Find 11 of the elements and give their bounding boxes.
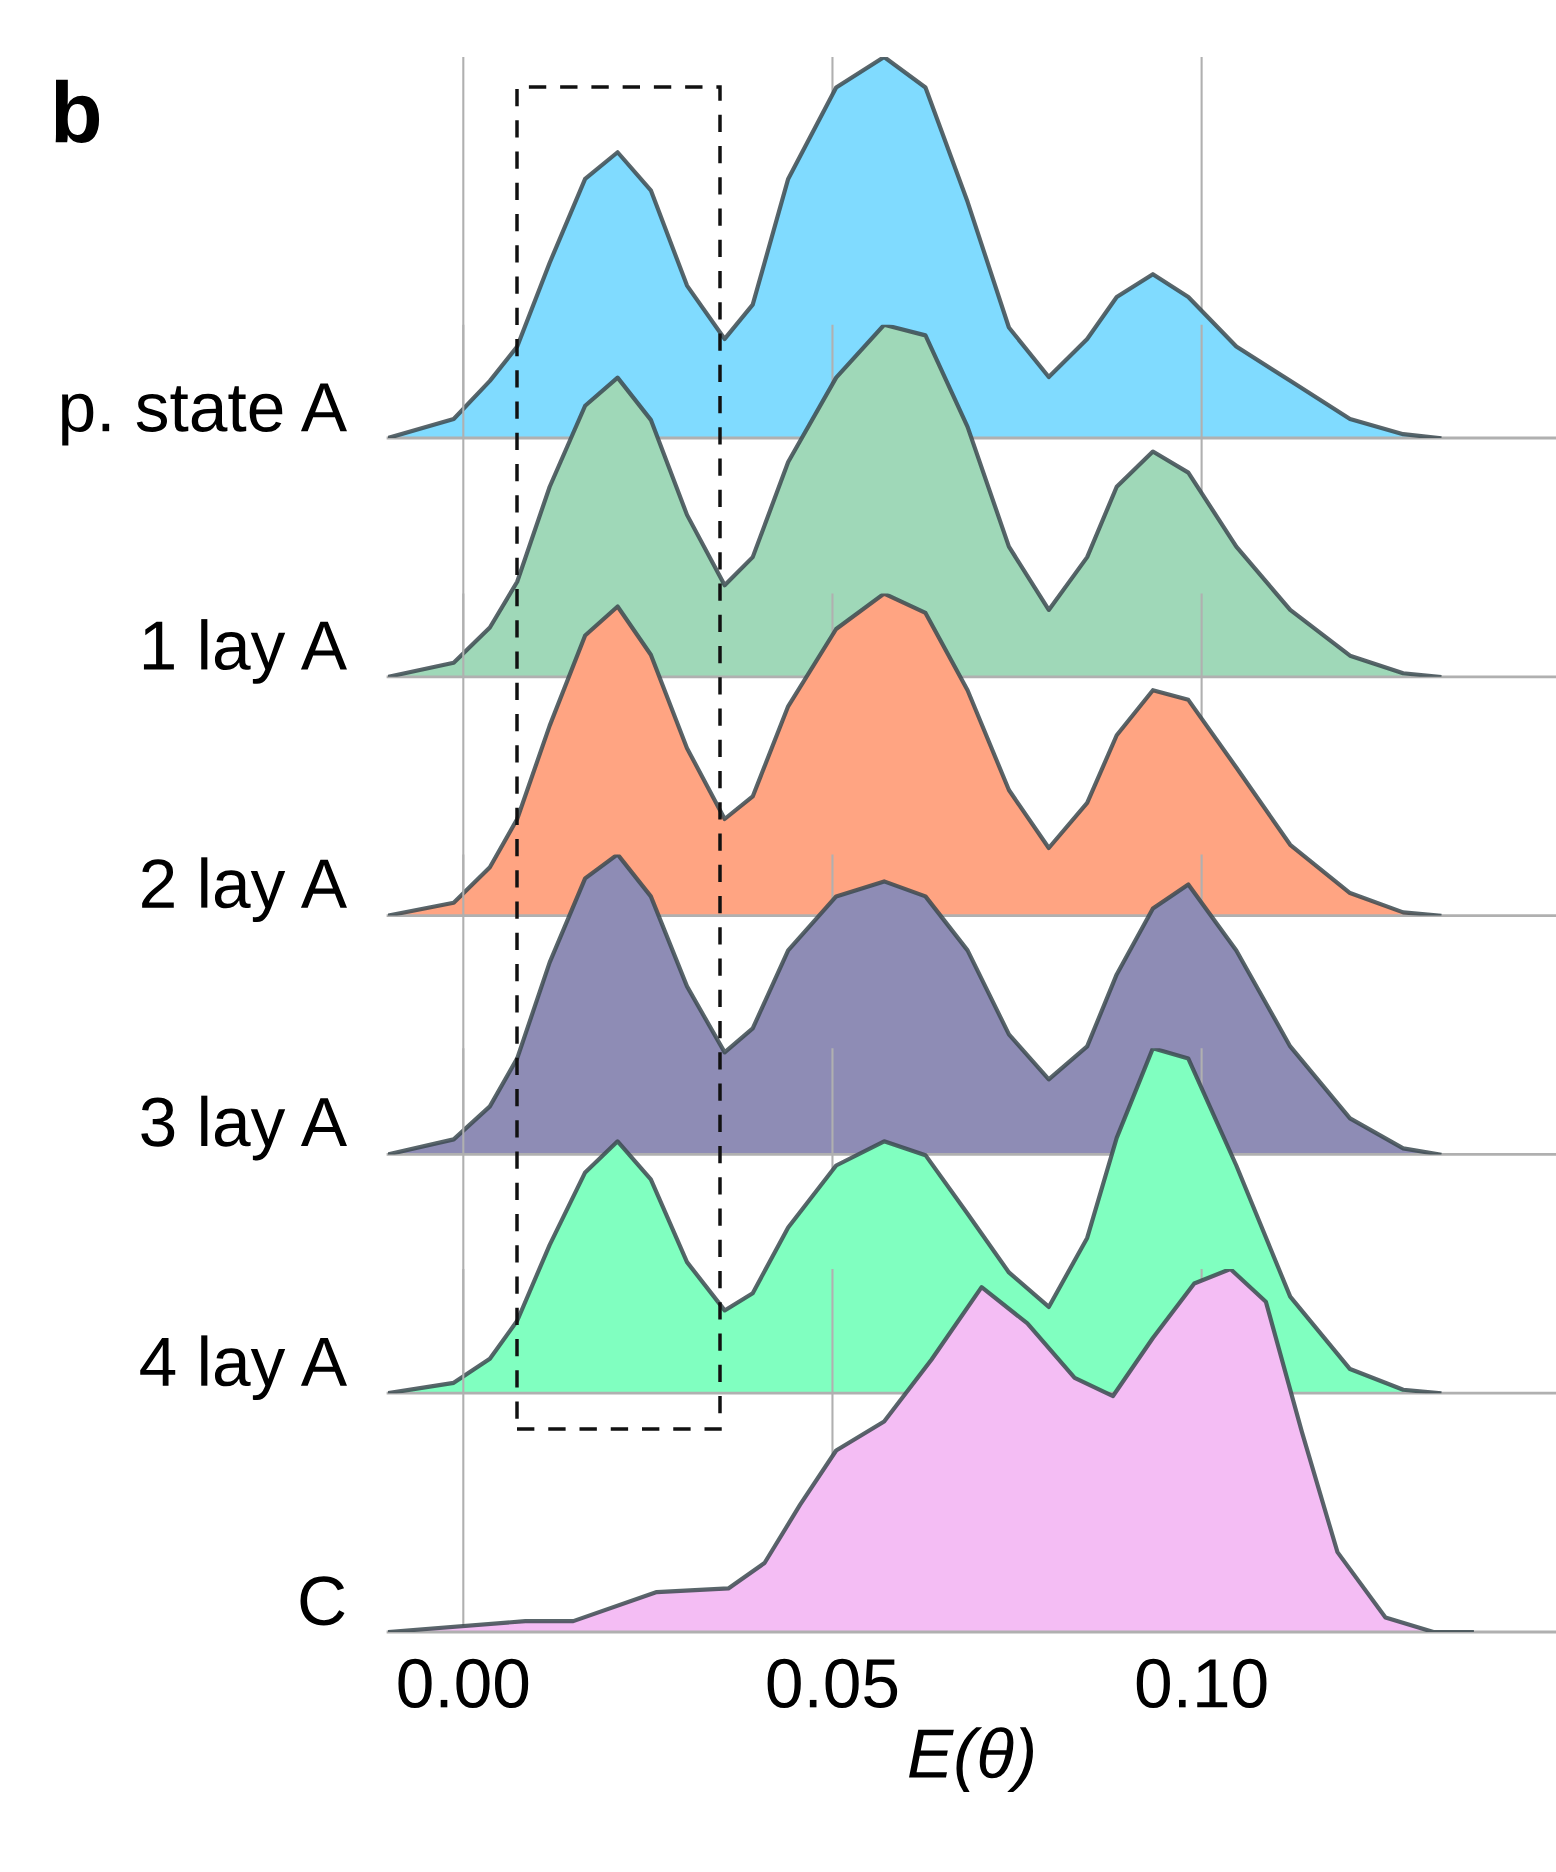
text: b	[55, 79, 100, 143]
x-tick-label: 0.00	[398, 1658, 529, 1709]
y-axis-title: 1 lay A	[143, 619, 347, 684]
y-axis-title: 3 lay A	[141, 1095, 347, 1161]
x-tick-label: 0.10	[1136, 1658, 1267, 1709]
y-axis-title: C	[300, 1576, 345, 1626]
y-axis-title: 4 lay A	[140, 1335, 347, 1401]
x-axis-title: E(θ)	[909, 1727, 1033, 1792]
y-axis-title: p. state A	[62, 383, 347, 446]
x-tick-label: 0.05	[767, 1658, 898, 1709]
y-axis-title: 2 lay A	[142, 857, 347, 923]
